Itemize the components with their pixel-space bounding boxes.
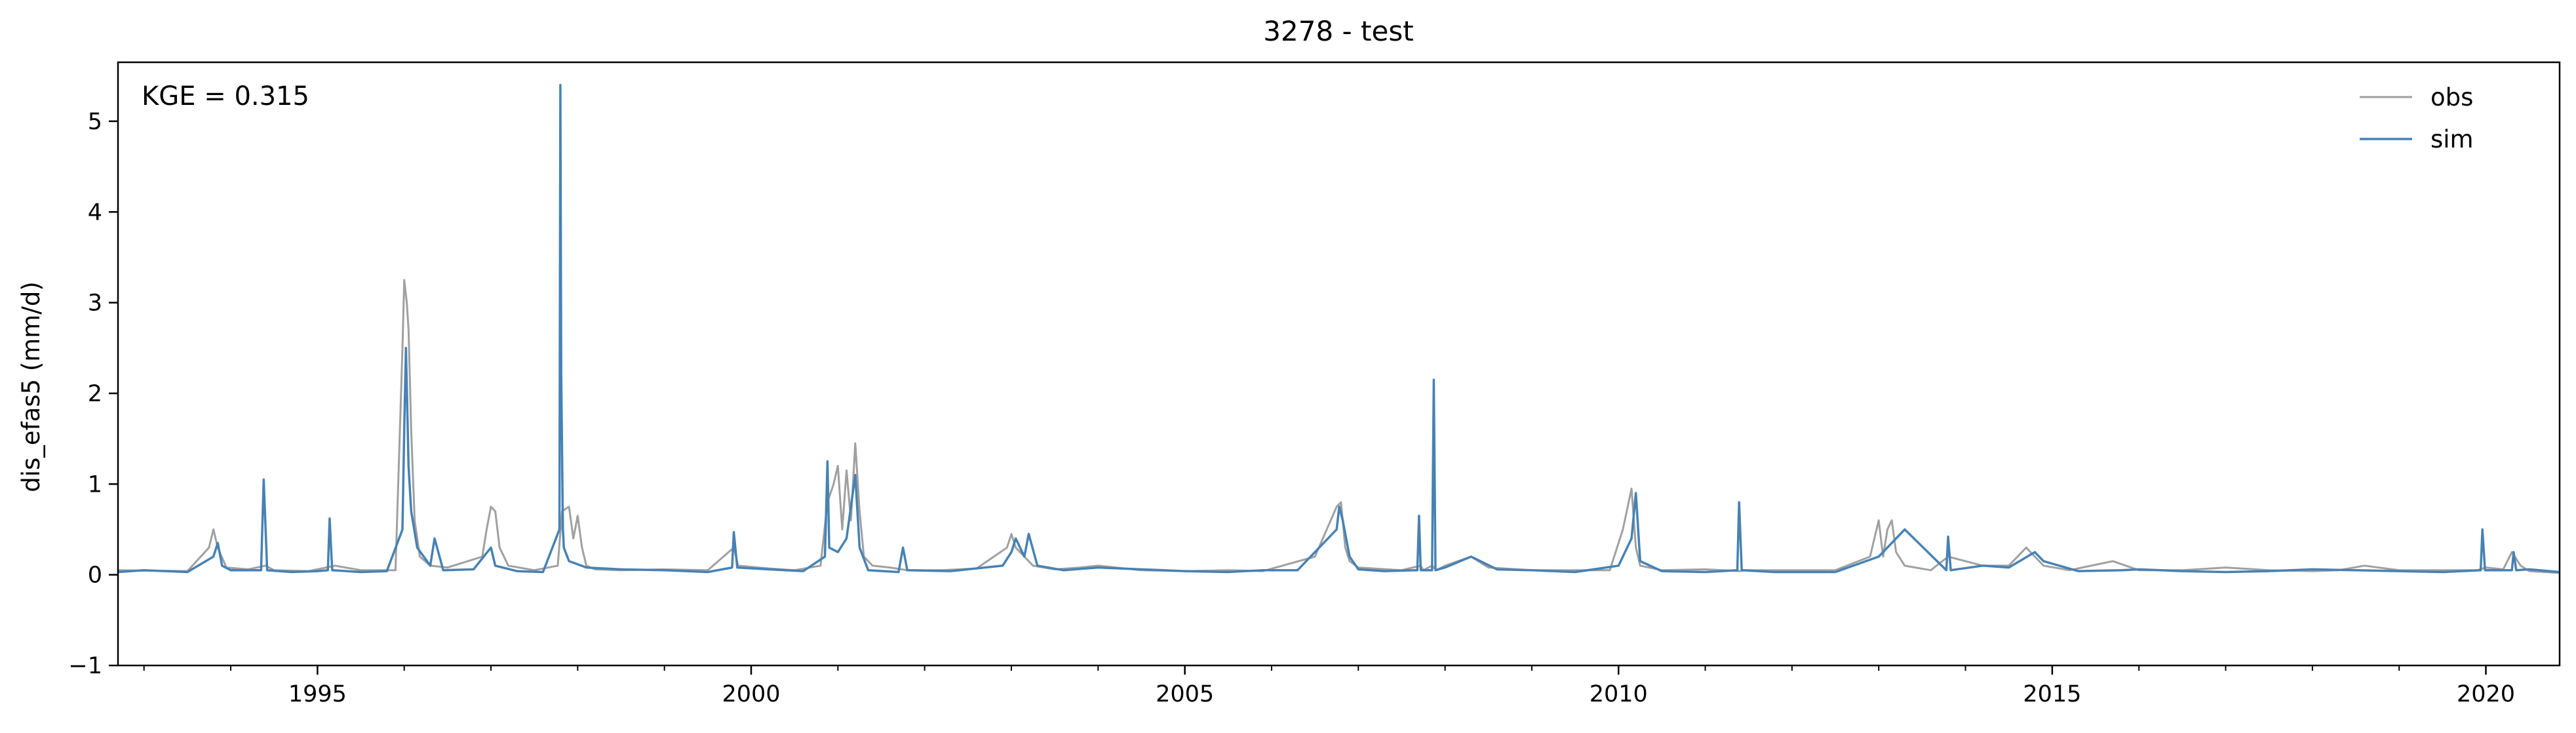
x-tick-label: 2000 bbox=[722, 681, 780, 707]
y-axis-label: dis_efas5 (mm/d) bbox=[17, 281, 45, 492]
y-axis: −1 0 1 2 3 4 5 bbox=[68, 109, 118, 679]
chart-title: 3278 - test bbox=[1263, 15, 1413, 47]
x-tick-label: 1995 bbox=[288, 681, 347, 707]
y-tick-label: 2 bbox=[88, 381, 102, 407]
series-line-sim bbox=[117, 83, 2560, 574]
legend-label-sim: sim bbox=[2430, 125, 2474, 153]
x-axis: 1995 2000 2005 2010 2015 2020 bbox=[143, 665, 2515, 707]
y-tick-label: 0 bbox=[88, 563, 102, 589]
y-tick-label: 5 bbox=[88, 109, 102, 135]
y-tick-label: −1 bbox=[68, 653, 102, 679]
plot-area bbox=[117, 83, 2560, 574]
series-layer bbox=[117, 83, 2560, 574]
y-tick-label: 3 bbox=[88, 290, 102, 317]
x-tick-label: 2020 bbox=[2457, 681, 2515, 707]
y-tick-label: 1 bbox=[88, 471, 102, 498]
x-tick-label: 2005 bbox=[1156, 681, 1214, 707]
x-tick-label: 2015 bbox=[2023, 681, 2081, 707]
y-tick-label: 4 bbox=[88, 199, 102, 226]
x-tick-label: 2010 bbox=[1590, 681, 1648, 707]
legend-label-obs: obs bbox=[2430, 83, 2473, 111]
kge-annotation: KGE = 0.315 bbox=[142, 81, 309, 111]
legend: obs sim bbox=[2360, 83, 2474, 153]
plot-frame bbox=[117, 61, 2561, 667]
